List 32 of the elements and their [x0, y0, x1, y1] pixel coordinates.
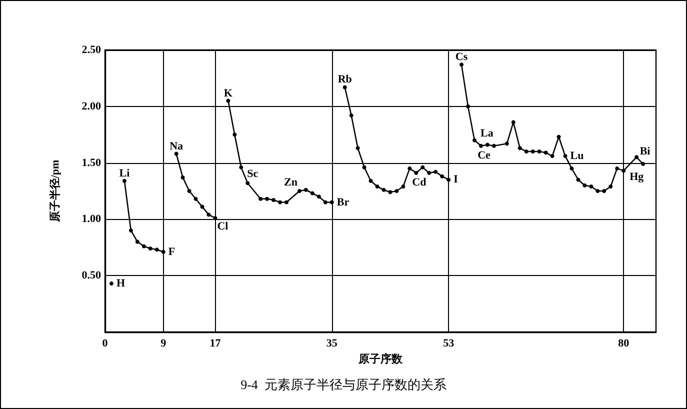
- annotation: K: [224, 87, 233, 100]
- x-tick-label: 80: [618, 338, 630, 350]
- annotation: Na: [170, 140, 184, 152]
- annotation: Cs: [455, 51, 468, 64]
- annotation: Zn: [284, 176, 298, 188]
- annotation: Cd: [412, 176, 426, 188]
- annotation: La: [480, 128, 494, 140]
- annotation: F: [168, 246, 176, 258]
- annotation: I: [454, 174, 458, 186]
- x-tick-label: 0: [102, 338, 108, 350]
- annotation: Bi: [640, 145, 650, 158]
- annotation: Hg: [630, 171, 644, 184]
- annotation: Rb: [338, 74, 352, 86]
- x-tick-label: 17: [210, 338, 222, 350]
- y-tick-label: 1.00: [82, 213, 102, 226]
- x-tick-label: 9: [160, 338, 167, 350]
- x-tick-label: 53: [443, 338, 455, 350]
- y-axis-title: 原子半径/pm: [48, 160, 62, 224]
- annotation: H: [116, 277, 126, 290]
- annotation: Li: [119, 167, 130, 180]
- y-tick-label: 2.00: [82, 100, 102, 112]
- y-tick-label: 0.50: [82, 270, 102, 282]
- y-tick-label: 1.50: [82, 156, 102, 169]
- y-tick-label: 2.50: [82, 44, 102, 56]
- annotation: Cl: [217, 220, 228, 233]
- x-tick-label: 35: [326, 338, 338, 350]
- annotation: Lu: [570, 150, 584, 162]
- text: 9-4 元素原子半径与原子序数的关系: [240, 377, 446, 392]
- x-axis-title: 原子序数: [358, 352, 404, 366]
- annotation: Ce: [478, 149, 491, 162]
- annotation: Br: [336, 196, 350, 208]
- annotation: Sc: [247, 168, 258, 180]
